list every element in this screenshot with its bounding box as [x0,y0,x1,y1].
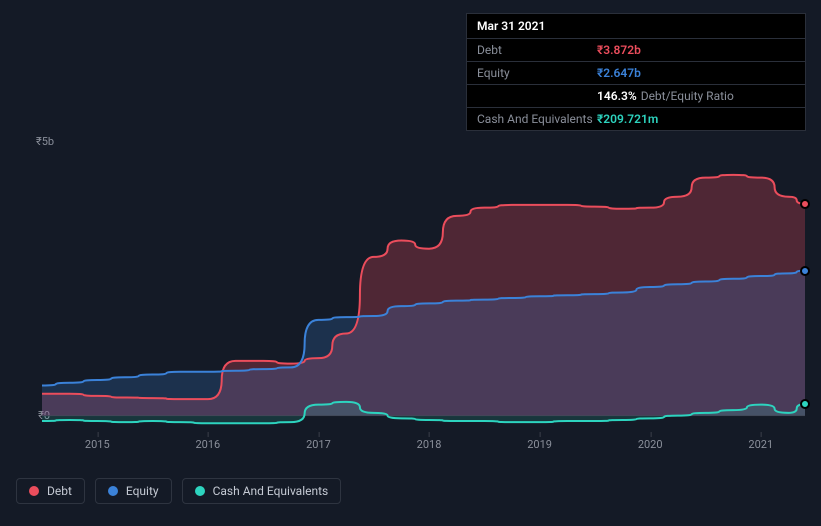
x-axis-tick: 2020 [638,438,663,451]
tooltip-row-label: Debt [477,43,597,57]
x-axis-tick: 2016 [195,438,220,451]
x-axis-tick: 2015 [85,438,110,451]
legend-swatch [195,486,205,496]
tooltip-row-suffix: Debt/Equity Ratio [641,89,734,103]
x-axis-tick: 2018 [417,438,442,451]
tooltip-row: Equity₹2.647b [467,62,805,85]
x-axis-tick: 2019 [527,438,552,451]
legend-label: Equity [126,484,159,498]
chart-area: ₹5b₹0 2015201620172018201920202021 [16,120,805,460]
tooltip-row-label: Equity [477,66,597,80]
tooltip-row-value: ₹3.872b [597,43,641,57]
legend-label: Debt [47,484,72,498]
series-end-marker [800,399,810,409]
legend-item[interactable]: Debt [16,478,85,504]
legend-item[interactable]: Cash And Equivalents [182,478,342,504]
tooltip-row-value: ₹2.647b [597,66,641,80]
legend-swatch [29,486,39,496]
legend: Debt Equity Cash And Equivalents [16,478,341,504]
x-axis: 2015 2016 2017 2018 2019 2020 2021 [42,438,805,458]
tooltip-row: 146.3% Debt/Equity Ratio [467,85,805,108]
chart-tooltip: Mar 31 2021 Debt₹3.872bEquity₹2.647b146.… [466,13,806,131]
tooltip-row: Debt₹3.872b [467,39,805,62]
series-end-marker [800,266,810,276]
tooltip-row-label [477,89,597,103]
x-axis-tick: 2017 [306,438,331,451]
legend-item[interactable]: Equity [95,478,172,504]
x-axis-tick: 2021 [748,438,773,451]
area-chart-plot [42,142,805,432]
tooltip-date: Mar 31 2021 [467,14,805,39]
tooltip-row-value: 146.3% [597,89,637,103]
legend-swatch [108,486,118,496]
series-end-marker [800,199,810,209]
legend-label: Cash And Equivalents [213,484,329,498]
